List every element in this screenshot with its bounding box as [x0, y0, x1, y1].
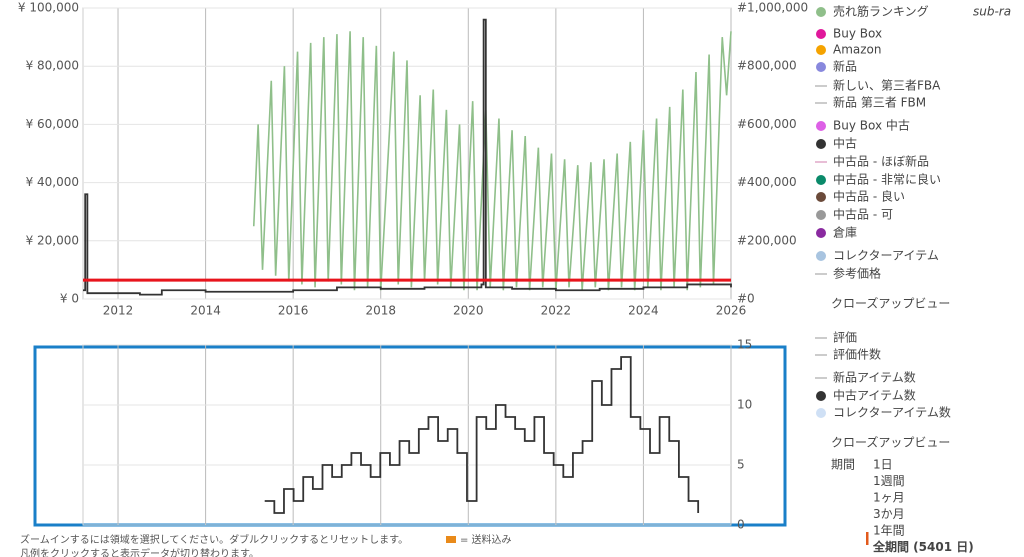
legend-marker — [816, 175, 826, 185]
y-tick-label: 15 — [737, 338, 752, 352]
legend-item[interactable]: 新品アイテム数 — [833, 370, 916, 385]
y-tick-label: ¥ 60,000 — [26, 117, 79, 131]
x-tick-label: 2014 — [190, 304, 221, 318]
legend-item[interactable]: 中古品 - 良い — [833, 189, 905, 204]
y-tick-label: 0 — [737, 518, 745, 532]
truck-icon — [446, 536, 456, 543]
x-tick-label: 2012 — [103, 304, 134, 318]
period-active — [866, 532, 869, 545]
legend-marker — [816, 228, 826, 238]
period-option[interactable]: 1日 — [873, 458, 893, 472]
legend-marker — [816, 45, 826, 55]
highlight-box — [33, 345, 787, 527]
y2-tick-label: #400,000 — [737, 175, 797, 189]
legend-item[interactable]: 中古 — [833, 136, 857, 151]
legend-item[interactable]: 売れ筋ランキング — [833, 4, 929, 19]
legend-marker — [816, 408, 826, 418]
legend-item[interactable]: 中古アイテム数 — [833, 388, 916, 403]
legend-item[interactable]: コレクターアイテム数 — [833, 405, 951, 420]
legend-item[interactable]: Buy Box — [833, 27, 882, 41]
y2-tick-label: #200,000 — [737, 233, 797, 247]
y2-tick-label: #1,000,000 — [737, 1, 808, 15]
period-option[interactable]: 3か月 — [873, 507, 905, 521]
legend-item[interactable]: 中古品 - ほぼ新品 — [833, 154, 929, 169]
closeup-toggle[interactable]: クローズアップビュー — [831, 296, 950, 311]
x-tick-label: 2026 — [716, 304, 747, 318]
legend-marker — [816, 7, 826, 17]
series-line — [264, 356, 700, 514]
plot-frame — [82, 344, 732, 526]
x-tick-label: 2024 — [628, 304, 659, 318]
legend-marker — [816, 251, 826, 261]
legend-marker — [816, 62, 826, 72]
x-tick-label: 2022 — [541, 304, 572, 318]
footer-zoom: ズームインするには領域を選択してください。ダブルクリックするとリセットします。 — [20, 533, 408, 546]
y-tick-label: 10 — [737, 398, 752, 412]
y2-tick-label: #800,000 — [737, 59, 797, 73]
legend-item[interactable]: 参考価格 — [833, 266, 881, 281]
y-tick-label: ¥ 80,000 — [26, 59, 79, 73]
legend-marker — [816, 210, 826, 220]
legend-item[interactable]: 中古品 - 非常に良い — [833, 172, 941, 187]
series-line — [252, 31, 732, 291]
y-tick-label: ¥ 0 — [60, 292, 79, 306]
legend-item[interactable]: 新品 — [833, 59, 857, 74]
period-option[interactable]: 1週間 — [873, 474, 905, 488]
closeup-toggle[interactable]: クローズアップビュー — [831, 435, 950, 450]
legend-item[interactable]: 新しい、第三者FBA — [833, 78, 941, 93]
legend-item[interactable]: Amazon — [833, 43, 882, 57]
y2-tick-label: #600,000 — [737, 117, 797, 131]
x-tick-label: 2020 — [453, 304, 484, 318]
y-tick-label: ¥ 100,000 — [18, 1, 79, 15]
x-tick-label: 2016 — [278, 304, 309, 318]
legend-item[interactable]: 倉庫 — [833, 225, 857, 240]
legend-marker — [816, 391, 826, 401]
period-option[interactable]: 1ヶ月 — [873, 491, 905, 505]
legend-item[interactable]: 中古品 - 可 — [833, 207, 893, 222]
period-option[interactable]: 全期間 (5401 日) — [872, 539, 974, 554]
sub-rank[interactable]: sub-ra — [973, 5, 1011, 19]
legend-item[interactable]: 評価件数 — [833, 347, 881, 362]
footer-hint: 凡例をクリックすると表示データが切り替わります。 — [20, 547, 259, 557]
legend-item[interactable]: 評価 — [833, 330, 857, 345]
y-tick-label: ¥ 20,000 — [26, 233, 79, 247]
series-line — [83, 18, 732, 296]
legend-item[interactable]: コレクターアイテム — [833, 249, 939, 263]
legend-marker — [816, 121, 826, 131]
legend-marker — [816, 139, 826, 149]
x-tick-label: 2018 — [365, 304, 396, 318]
y2-tick-label: #0 — [737, 292, 755, 306]
footer-shipping: = 送料込み — [460, 533, 512, 546]
period-label: 期間 — [831, 458, 855, 472]
legend-item[interactable]: 新品 第三者 FBM — [833, 95, 926, 110]
y-tick-label: ¥ 40,000 — [26, 175, 79, 189]
period-option[interactable]: 1年間 — [873, 524, 905, 538]
legend-marker — [816, 29, 826, 39]
legend-marker — [816, 192, 826, 202]
legend-item[interactable]: Buy Box 中古 — [833, 118, 910, 133]
y-tick-label: 5 — [737, 458, 745, 472]
